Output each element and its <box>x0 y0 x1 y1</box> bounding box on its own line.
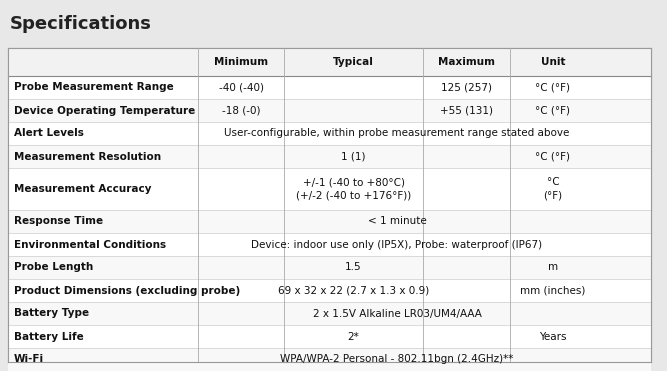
Text: °C (°F): °C (°F) <box>536 151 570 161</box>
Text: Measurement Resolution: Measurement Resolution <box>14 151 161 161</box>
Text: Maximum: Maximum <box>438 57 495 67</box>
Text: Years: Years <box>539 332 567 341</box>
Bar <box>8 122 651 145</box>
Text: +55 (131): +55 (131) <box>440 105 493 115</box>
Text: Product Dimensions (excluding probe): Product Dimensions (excluding probe) <box>14 286 240 295</box>
Bar <box>8 210 651 233</box>
Text: Probe Length: Probe Length <box>14 263 93 273</box>
Text: 125 (257): 125 (257) <box>441 82 492 92</box>
Text: Specifications: Specifications <box>10 15 152 33</box>
Text: °C (°F): °C (°F) <box>536 82 570 92</box>
Text: Probe Measurement Range: Probe Measurement Range <box>14 82 173 92</box>
Text: < 1 minute: < 1 minute <box>368 217 426 227</box>
Bar <box>8 233 651 256</box>
Text: 2*: 2* <box>348 332 360 341</box>
Text: 1 (1): 1 (1) <box>342 151 366 161</box>
Text: Typical: Typical <box>334 57 374 67</box>
Bar <box>8 302 651 325</box>
Bar <box>8 48 651 76</box>
Text: Measurement Accuracy: Measurement Accuracy <box>14 184 151 194</box>
Text: Minimum: Minimum <box>214 57 268 67</box>
Bar <box>8 256 651 279</box>
Text: 1.5: 1.5 <box>346 263 362 273</box>
Text: Battery Life: Battery Life <box>14 332 84 341</box>
Bar <box>8 279 651 302</box>
Bar <box>8 76 651 99</box>
Text: Alert Levels: Alert Levels <box>14 128 84 138</box>
Text: -18 (-0): -18 (-0) <box>222 105 260 115</box>
Text: Device: indoor use only (IP5X), Probe: waterproof (IP67): Device: indoor use only (IP5X), Probe: w… <box>251 240 542 250</box>
Text: mm (inches): mm (inches) <box>520 286 586 295</box>
Bar <box>8 99 651 122</box>
Text: Wi-Fi: Wi-Fi <box>14 355 44 364</box>
Text: m: m <box>548 263 558 273</box>
Text: WPA/WPA-2 Personal - 802.11bgn (2.4GHz)**: WPA/WPA-2 Personal - 802.11bgn (2.4GHz)*… <box>280 355 514 364</box>
Bar <box>8 145 651 168</box>
Text: 69 x 32 x 22 (2.7 x 1.3 x 0.9): 69 x 32 x 22 (2.7 x 1.3 x 0.9) <box>278 286 430 295</box>
Text: °C
(°F): °C (°F) <box>544 177 562 201</box>
Text: Battery Type: Battery Type <box>14 309 89 318</box>
Text: Unit: Unit <box>541 57 565 67</box>
Text: User-configurable, within probe measurement range stated above: User-configurable, within probe measurem… <box>224 128 570 138</box>
Text: 2 x 1.5V Alkaline LR03/UM4/AAA: 2 x 1.5V Alkaline LR03/UM4/AAA <box>313 309 482 318</box>
Text: Device Operating Temperature: Device Operating Temperature <box>14 105 195 115</box>
Text: -40 (-40): -40 (-40) <box>219 82 263 92</box>
Bar <box>8 348 651 371</box>
Text: +/-1 (-40 to +80°C)
(+/-2 (-40 to +176°F)): +/-1 (-40 to +80°C) (+/-2 (-40 to +176°F… <box>296 177 412 201</box>
Text: °C (°F): °C (°F) <box>536 105 570 115</box>
Bar <box>8 48 651 362</box>
Bar <box>8 168 651 210</box>
Text: Environmental Conditions: Environmental Conditions <box>14 240 166 250</box>
Text: Response Time: Response Time <box>14 217 103 227</box>
Bar <box>8 325 651 348</box>
